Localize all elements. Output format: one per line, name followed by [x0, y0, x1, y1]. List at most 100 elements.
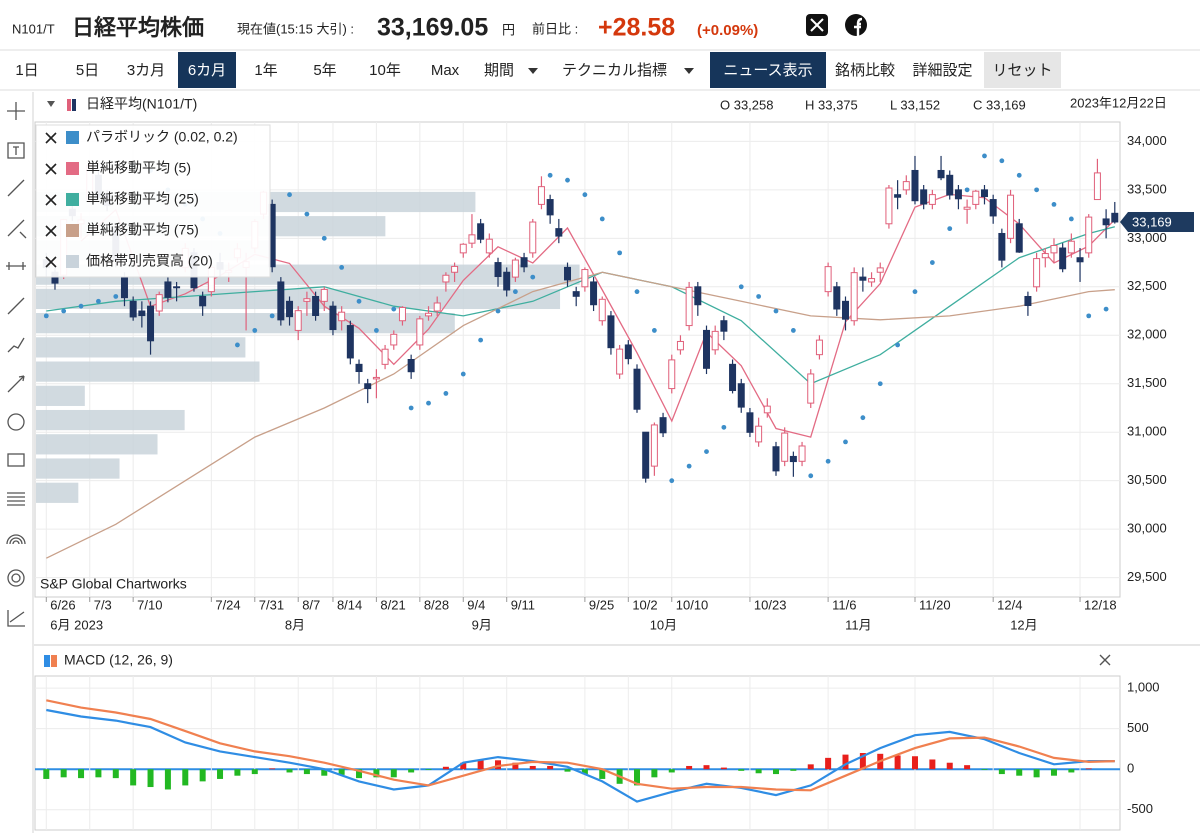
- sar-dot: [373, 328, 379, 333]
- candle-body: [1102, 218, 1110, 226]
- macd-line: [46, 699, 1115, 792]
- legend-remove[interactable]: [45, 132, 57, 144]
- candle-body: [876, 267, 884, 273]
- tool-arc[interactable]: [6, 534, 26, 545]
- tool-line[interactable]: [7, 179, 25, 197]
- candle-body: [1111, 212, 1119, 223]
- candle-body: [120, 276, 128, 299]
- y-tick-label: 29,500: [1127, 569, 1167, 584]
- sar-dot: [530, 274, 536, 280]
- tab[interactable]: 3カ月: [116, 52, 176, 88]
- histogram-bar: [1016, 769, 1023, 776]
- tool-percent[interactable]: [7, 219, 27, 239]
- currency: 円: [502, 22, 515, 37]
- tool-circle[interactable]: [7, 413, 25, 431]
- tab[interactable]: 期間: [476, 52, 550, 88]
- tab-label: 銘柄比較: [835, 62, 895, 79]
- readout-close: C 33,169: [973, 97, 1026, 112]
- histogram-bar: [512, 762, 519, 770]
- sar-dot: [686, 463, 692, 469]
- candle-body: [729, 363, 737, 392]
- y-tick-label: 30,500: [1127, 472, 1167, 487]
- tool-rect[interactable]: [7, 453, 25, 467]
- y-tick-label: 31,000: [1127, 424, 1167, 439]
- sar-dot: [669, 478, 675, 484]
- candle-body: [911, 169, 919, 202]
- candle-body: [164, 281, 172, 298]
- histogram-bar: [651, 769, 658, 778]
- tab[interactable]: リセット: [984, 52, 1061, 88]
- candle-body: [998, 232, 1006, 261]
- tab-label: ニュース表示: [723, 62, 812, 79]
- y-tick-label: 1,000: [1127, 680, 1160, 695]
- sar-dot: [947, 226, 953, 232]
- histogram-bar: [182, 769, 189, 786]
- histogram-bar: [981, 769, 988, 771]
- tab[interactable]: 1年: [240, 52, 292, 88]
- tab[interactable]: 1日: [2, 52, 52, 88]
- histogram-bar: [1050, 769, 1057, 776]
- legend-remove[interactable]: [45, 163, 57, 175]
- tab-bg: [178, 52, 236, 88]
- histogram-bar: [547, 765, 554, 770]
- histogram-bar: [321, 769, 328, 776]
- header: N101/T 日経平均株価 現在値(15:15 大引) : 33,169.05 …: [0, 14, 1200, 51]
- tool-fib[interactable]: [7, 492, 25, 506]
- tab[interactable]: Max: [418, 52, 472, 88]
- tab[interactable]: 5日: [60, 52, 115, 88]
- legend-swatch: [66, 162, 79, 175]
- y-tick-label: 0: [1127, 761, 1134, 776]
- volume-bar: [36, 434, 158, 455]
- legend-remove[interactable]: [45, 256, 57, 268]
- candle-body: [928, 194, 936, 205]
- tab[interactable]: 10年: [356, 52, 414, 88]
- x-share[interactable]: [806, 14, 828, 36]
- sar-dot: [1086, 313, 1092, 319]
- tab[interactable]: 6カ月: [178, 52, 236, 88]
- tool-spiral[interactable]: [7, 569, 25, 587]
- facebook-share[interactable]: [845, 14, 867, 36]
- candle-body: [746, 412, 754, 433]
- tool-polyline[interactable]: [7, 337, 25, 353]
- tab[interactable]: 5年: [298, 52, 352, 88]
- histogram-bar: [303, 769, 310, 775]
- price-chart: 34,000 33,500 33,000 32,500 32,000 31,500 31,0…: [34, 121, 1194, 632]
- tool-measure[interactable]: [7, 610, 25, 627]
- tab-label: 6カ月: [188, 62, 226, 79]
- candle-body: [1059, 247, 1067, 270]
- readout-high: H 33,375: [805, 97, 858, 112]
- candle-body: [807, 373, 815, 404]
- legend-remove[interactable]: [45, 225, 57, 237]
- sar-dot: [738, 284, 744, 290]
- y-tick-label: 500: [1127, 720, 1149, 735]
- tool-arrow[interactable]: [7, 375, 25, 393]
- candle-body: [1033, 258, 1041, 288]
- x-tick-label: 7/3: [94, 597, 112, 612]
- tool-trend[interactable]: [7, 297, 25, 315]
- legend-remove[interactable]: [45, 194, 57, 206]
- tool-text[interactable]: [7, 142, 25, 159]
- sar-dot: [61, 308, 67, 314]
- tool-crosshair[interactable]: [7, 102, 25, 120]
- candle-body: [980, 189, 988, 198]
- sar-dot: [999, 158, 1005, 164]
- tab[interactable]: 詳細設定: [904, 52, 981, 88]
- candle-body: [1093, 172, 1101, 201]
- dropdown-arrow: [528, 68, 538, 74]
- volume-bar: [36, 482, 79, 503]
- tab[interactable]: ニュース表示: [710, 52, 826, 88]
- dropdown-arrow: [684, 68, 694, 74]
- histogram-bar: [564, 769, 571, 772]
- tab-label: 5日: [76, 62, 99, 79]
- candle-body: [798, 445, 806, 462]
- candle-body: [372, 376, 380, 380]
- legend-label: 単純移動平均 (25): [86, 191, 199, 207]
- tab[interactable]: テクニカル指標: [554, 52, 706, 88]
- close-macd[interactable]: [1099, 654, 1111, 666]
- tab[interactable]: 銘柄比較: [829, 52, 901, 88]
- sar-dot: [825, 458, 831, 464]
- sar-dot: [78, 303, 84, 309]
- tool-horizontal[interactable]: [6, 262, 26, 270]
- candle-body: [737, 383, 745, 408]
- histogram-bar: [234, 769, 241, 776]
